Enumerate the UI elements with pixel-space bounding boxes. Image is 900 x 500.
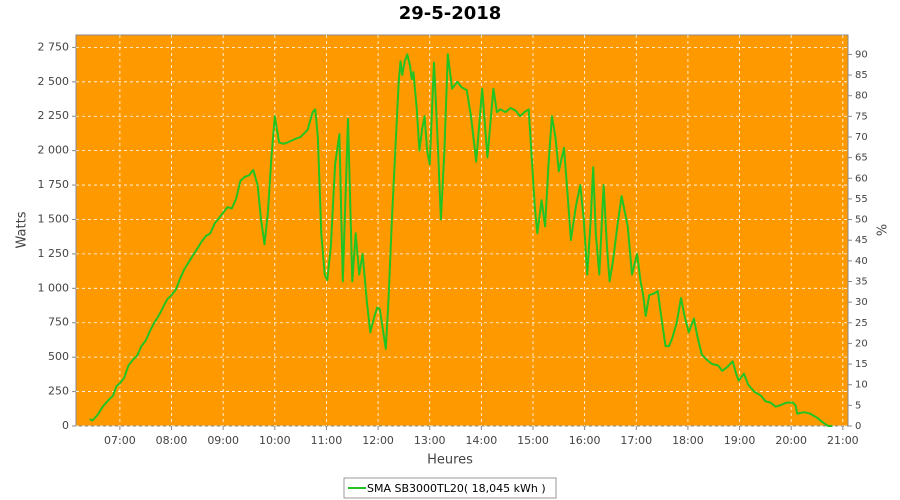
x-tick-label: 12:00 (362, 434, 394, 447)
x-tick-label: 21:00 (827, 434, 859, 447)
series-line (89, 53, 833, 427)
y-tick-label: 2 250 (38, 109, 70, 122)
x-tick-label: 15:00 (517, 434, 549, 447)
legend-box (343, 477, 557, 499)
x-tick-label: 18:00 (672, 434, 704, 447)
y-axis-title: Watts (15, 211, 30, 248)
y2-tick-label: 85 (855, 70, 868, 81)
y2-tick-label: 50 (855, 215, 868, 226)
y-tick-label: 2 500 (38, 75, 70, 88)
x-tick-label: 17:00 (620, 434, 652, 447)
legend-label: SMA SB3000TL20( 18,045 kWh ) (367, 482, 546, 495)
x-tick-label: 14:00 (466, 434, 498, 447)
y2-tick-label: 75 (855, 111, 868, 122)
plot-area (75, 34, 849, 427)
y-tick-label: 0 (62, 419, 69, 432)
y2-tick-label: 90 (855, 49, 868, 60)
y2-tick-label: 25 (855, 318, 868, 329)
x-tick-label: 10:00 (259, 434, 291, 447)
x-tick-label: 11:00 (311, 434, 343, 447)
x-tick-label: 09:00 (207, 434, 239, 447)
y-tick-label: 2 750 (38, 40, 70, 53)
y2-tick-label: 20 (855, 338, 868, 349)
y2-tick-label: 30 (855, 297, 868, 308)
y2-axis-title: % (873, 224, 888, 236)
y2-tick-label: 5 (855, 400, 861, 411)
y-tick-label: 500 (48, 350, 69, 363)
y2-tick-label: 55 (855, 194, 868, 205)
x-tick-label: 19:00 (724, 434, 756, 447)
x-axis-title: Heures (427, 453, 473, 468)
y-tick-label: 1 000 (38, 281, 70, 294)
y-tick-label: 250 (48, 385, 69, 398)
y-tick-label: 750 (48, 316, 69, 329)
y2-tick-label: 15 (855, 359, 868, 370)
y2-tick-label: 70 (855, 132, 868, 143)
x-tick-label: 13:00 (414, 434, 446, 447)
y-tick-label: 2 000 (38, 144, 70, 157)
y2-tick-label: 10 (855, 380, 868, 391)
y-tick-label: 1 500 (38, 212, 70, 225)
x-tick-label: 20:00 (775, 434, 807, 447)
y2-tick-label: 45 (855, 235, 868, 246)
y2-tick-label: 35 (855, 276, 868, 287)
y2-tick-label: 60 (855, 173, 868, 184)
y-tick-label: 1 250 (38, 247, 70, 260)
y2-tick-label: 0 (855, 421, 861, 432)
y-tick-label: 1 750 (38, 178, 70, 191)
y2-tick-label: 40 (855, 256, 868, 267)
x-tick-label: 08:00 (156, 434, 188, 447)
chart-title: 29-5-2018 (399, 3, 502, 24)
x-tick-label: 07:00 (104, 434, 136, 447)
y2-tick-label: 80 (855, 91, 868, 102)
y2-tick-label: 65 (855, 153, 868, 164)
x-tick-label: 16:00 (569, 434, 601, 447)
